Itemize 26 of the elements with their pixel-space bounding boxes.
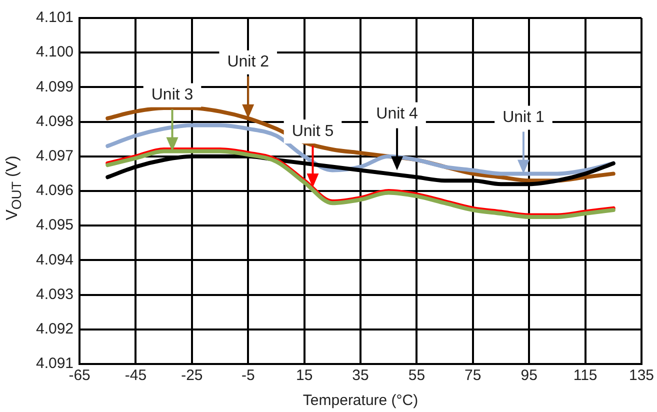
x-axis-title: Temperature (°C) — [302, 392, 418, 410]
y-tick-label: 4.100 — [36, 44, 74, 61]
x-tick-label: 15 — [296, 367, 313, 384]
y-tick-label: 4.093 — [36, 286, 74, 303]
annotation: Unit 3 — [151, 86, 194, 104]
y-tick-label: 4.092 — [36, 320, 74, 338]
annotation: Unit 5 — [292, 122, 334, 140]
x-tick-label: 115 — [573, 367, 598, 384]
y-tick-label: 4.098 — [36, 112, 74, 130]
y-tick-label: 4.097 — [36, 148, 74, 165]
x-tick-label: 35 — [352, 367, 369, 384]
annotation: Unit 2 — [227, 54, 270, 71]
x-tick-label: 135 — [628, 367, 654, 384]
x-tick-label: 95 — [520, 367, 538, 384]
y-tick-label: 4.101 — [36, 9, 74, 26]
y-tick-label: 4.095 — [36, 216, 74, 234]
annotation: Unit 1 — [502, 109, 544, 126]
x-tick-label: -5 — [241, 367, 255, 384]
y-tick-label: 4.099 — [36, 78, 74, 96]
x-tick-label: 55 — [408, 367, 426, 384]
y-tick-label: 4.096 — [36, 182, 74, 200]
y-tick-label: 4.094 — [36, 251, 74, 268]
x-tick-label: 75 — [464, 367, 482, 384]
x-tick-label: -25 — [181, 367, 203, 384]
annotation: Unit 4 — [376, 106, 418, 123]
x-tick-label: -45 — [124, 367, 147, 384]
